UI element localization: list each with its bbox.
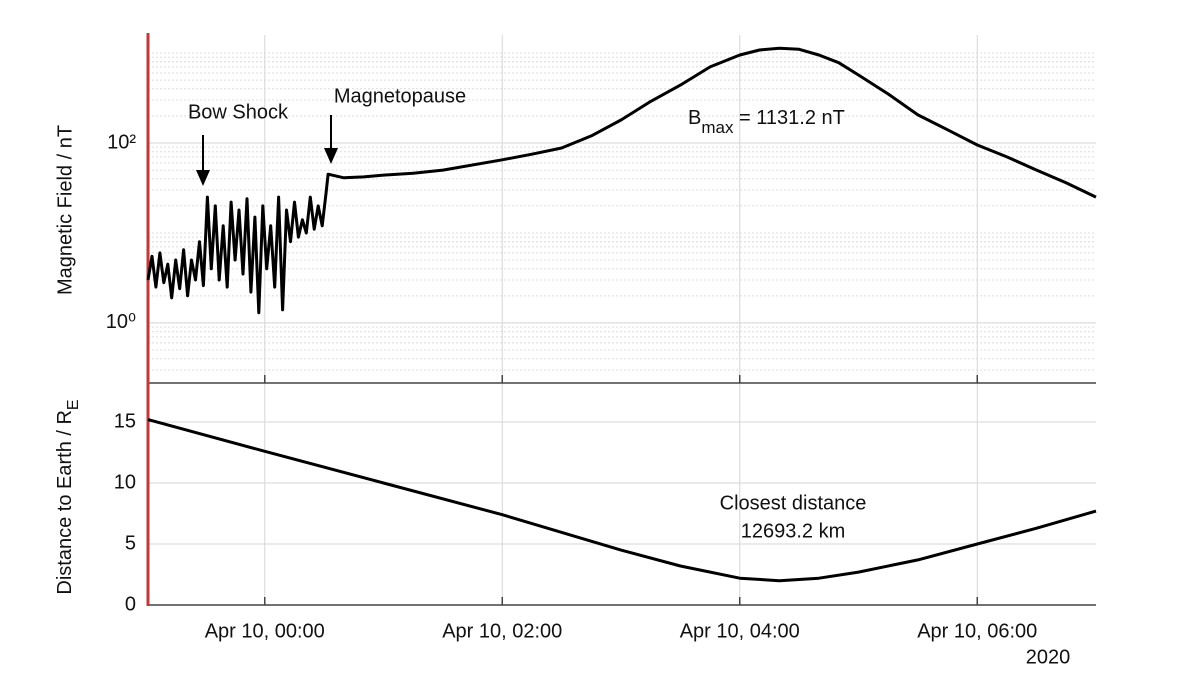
data-line — [146, 46, 1097, 315]
annotation: 12693.2 km — [741, 520, 846, 542]
x-tick-label: Apr 10, 04:00 — [680, 620, 800, 642]
annotation: Magnetopause — [334, 85, 466, 107]
y-tick-label: 0 — [125, 593, 136, 615]
y-axis-label-part: Distance to Earth / R — [54, 410, 76, 595]
data-line — [147, 418, 1097, 583]
y-tick-label: 5 — [125, 532, 136, 554]
annotation: Bmax = 1131.2 nT — [688, 107, 845, 137]
grids — [148, 35, 1096, 606]
y-tick-label: 10 — [114, 471, 136, 493]
year-label: 2020 — [1026, 646, 1071, 668]
annotation-part: max — [701, 118, 734, 137]
y-axis-label: Magnetic Field / nT — [54, 125, 76, 295]
y-tick-label: 10⁰ — [106, 311, 136, 333]
y-tick-label: 15 — [114, 410, 136, 432]
y-axis-label: Distance to Earth / RE — [54, 399, 82, 594]
arrow-head — [324, 148, 338, 164]
annotation-part: B — [688, 107, 701, 129]
arrow-head — [196, 170, 210, 186]
annotation: Closest distance — [720, 492, 867, 514]
y-axis-label-part: E — [65, 399, 82, 410]
x-tick-label: Apr 10, 00:00 — [205, 620, 325, 642]
x-tick-label: Apr 10, 02:00 — [442, 620, 562, 642]
x-tick-label: Apr 10, 06:00 — [917, 620, 1037, 642]
annotation: Bow Shock — [188, 101, 289, 123]
y-tick-label: 10² — [107, 131, 136, 153]
annotation-part: = 1131.2 nT — [733, 107, 844, 129]
